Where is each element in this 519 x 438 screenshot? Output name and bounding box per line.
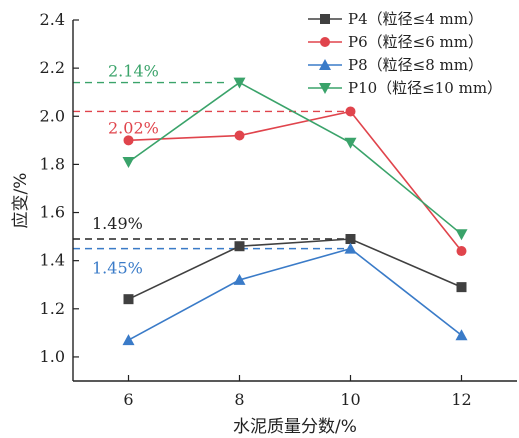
x-axis-title: 水泥质量分数/% [233, 417, 357, 437]
data-point [455, 229, 468, 241]
data-point [122, 334, 135, 346]
y-tick-label: 1.4 [40, 251, 65, 270]
annotation-label: 1.49% [92, 214, 143, 233]
data-point [344, 137, 357, 149]
series-line-3 [128, 247, 462, 341]
series-lines [128, 81, 463, 341]
data-point [123, 135, 134, 146]
legend: P4（粒径≤4 mm） P6（粒径≤6 mm） P8（粒径≤8 mm） P10（粒径≤… [308, 10, 502, 97]
series-line-4 [128, 81, 463, 235]
data-point [123, 294, 134, 305]
annotation-label: 2.02% [108, 118, 159, 137]
x-tick-label: 12 [451, 390, 471, 409]
data-point [122, 156, 135, 168]
y-axis-title: 应变/% [11, 173, 31, 229]
legend-marker [320, 37, 330, 47]
y-tick-label: 2.0 [40, 106, 65, 125]
data-point [455, 329, 468, 341]
legend-entry: P4（粒径≤4 mm） [348, 10, 483, 28]
data-point [456, 282, 467, 293]
legend-marker [319, 83, 331, 94]
data-point [233, 77, 246, 89]
y-tick-label: 1.8 [40, 154, 65, 173]
x-tick-label: 8 [234, 390, 244, 409]
y-tick-label: 2.4 [40, 10, 65, 29]
series-line-2 [128, 110, 463, 252]
data-point [234, 241, 245, 252]
reference-lines: 2.14% 2.02% 1.49% 1.45% [73, 62, 350, 278]
x-tick-label: 6 [123, 390, 133, 409]
data-point [344, 242, 357, 254]
data-point [345, 106, 356, 117]
y-tick-label: 1.0 [40, 347, 65, 366]
axes: 1.0 1.2 1.4 1.6 1.8 2.0 2.2 2.4 6 8 10 12 水泥质量分数/% 应变… [11, 10, 517, 437]
series-line-1 [128, 238, 462, 300]
y-tick-label: 1.6 [40, 203, 65, 222]
y-tick-label: 1.2 [40, 299, 65, 318]
legend-entry: P10（粒径≤10 mm） [348, 79, 502, 97]
data-point [233, 273, 246, 285]
legend-entry: P6（粒径≤6 mm） [348, 33, 483, 51]
legend-marker [320, 14, 330, 24]
legend-marker [319, 59, 331, 70]
series-markers [122, 77, 468, 346]
x-tick-label: 10 [340, 390, 360, 409]
data-point [456, 246, 467, 257]
data-point [234, 130, 245, 141]
data-point [345, 234, 356, 245]
annotation-label: 2.14% [108, 62, 159, 81]
y-tick-label: 2.2 [40, 58, 65, 77]
annotation-label: 1.45% [92, 259, 143, 278]
legend-entry: P8（粒径≤8 mm） [348, 56, 483, 74]
